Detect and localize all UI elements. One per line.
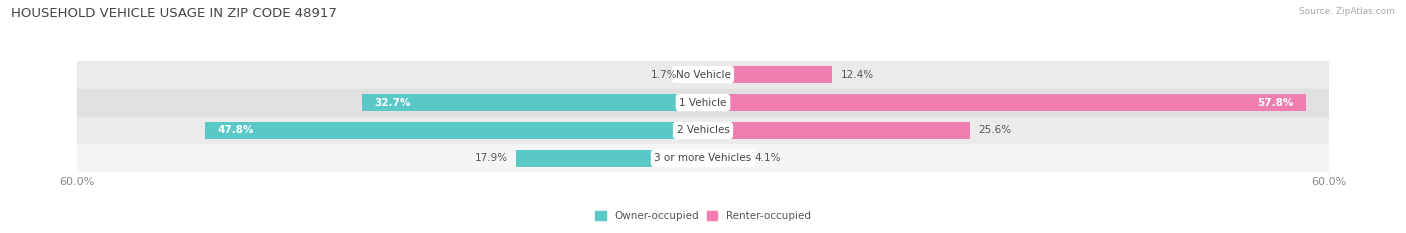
Text: 1.7%: 1.7%: [651, 70, 676, 79]
Bar: [516, 150, 703, 167]
Text: 1 Vehicle: 1 Vehicle: [679, 98, 727, 107]
Text: 12.4%: 12.4%: [841, 70, 873, 79]
Bar: [361, 94, 703, 111]
Text: No Vehicle: No Vehicle: [675, 70, 731, 79]
Bar: [77, 116, 1329, 144]
Bar: [703, 122, 970, 139]
Text: 47.8%: 47.8%: [217, 126, 253, 135]
Bar: [77, 144, 1329, 172]
Text: 2 Vehicles: 2 Vehicles: [676, 126, 730, 135]
Text: Source: ZipAtlas.com: Source: ZipAtlas.com: [1299, 7, 1395, 16]
Text: 4.1%: 4.1%: [754, 154, 780, 163]
Text: 25.6%: 25.6%: [979, 126, 1011, 135]
Bar: [703, 66, 832, 83]
Bar: [204, 122, 703, 139]
Text: 57.8%: 57.8%: [1257, 98, 1294, 107]
Text: 3 or more Vehicles: 3 or more Vehicles: [654, 154, 752, 163]
Text: 32.7%: 32.7%: [374, 98, 411, 107]
Bar: [77, 61, 1329, 89]
Bar: [685, 66, 703, 83]
Bar: [77, 89, 1329, 116]
Text: 17.9%: 17.9%: [475, 154, 508, 163]
Bar: [703, 94, 1306, 111]
Bar: [703, 150, 745, 167]
Text: HOUSEHOLD VEHICLE USAGE IN ZIP CODE 48917: HOUSEHOLD VEHICLE USAGE IN ZIP CODE 4891…: [11, 7, 337, 20]
Legend: Owner-occupied, Renter-occupied: Owner-occupied, Renter-occupied: [591, 207, 815, 225]
